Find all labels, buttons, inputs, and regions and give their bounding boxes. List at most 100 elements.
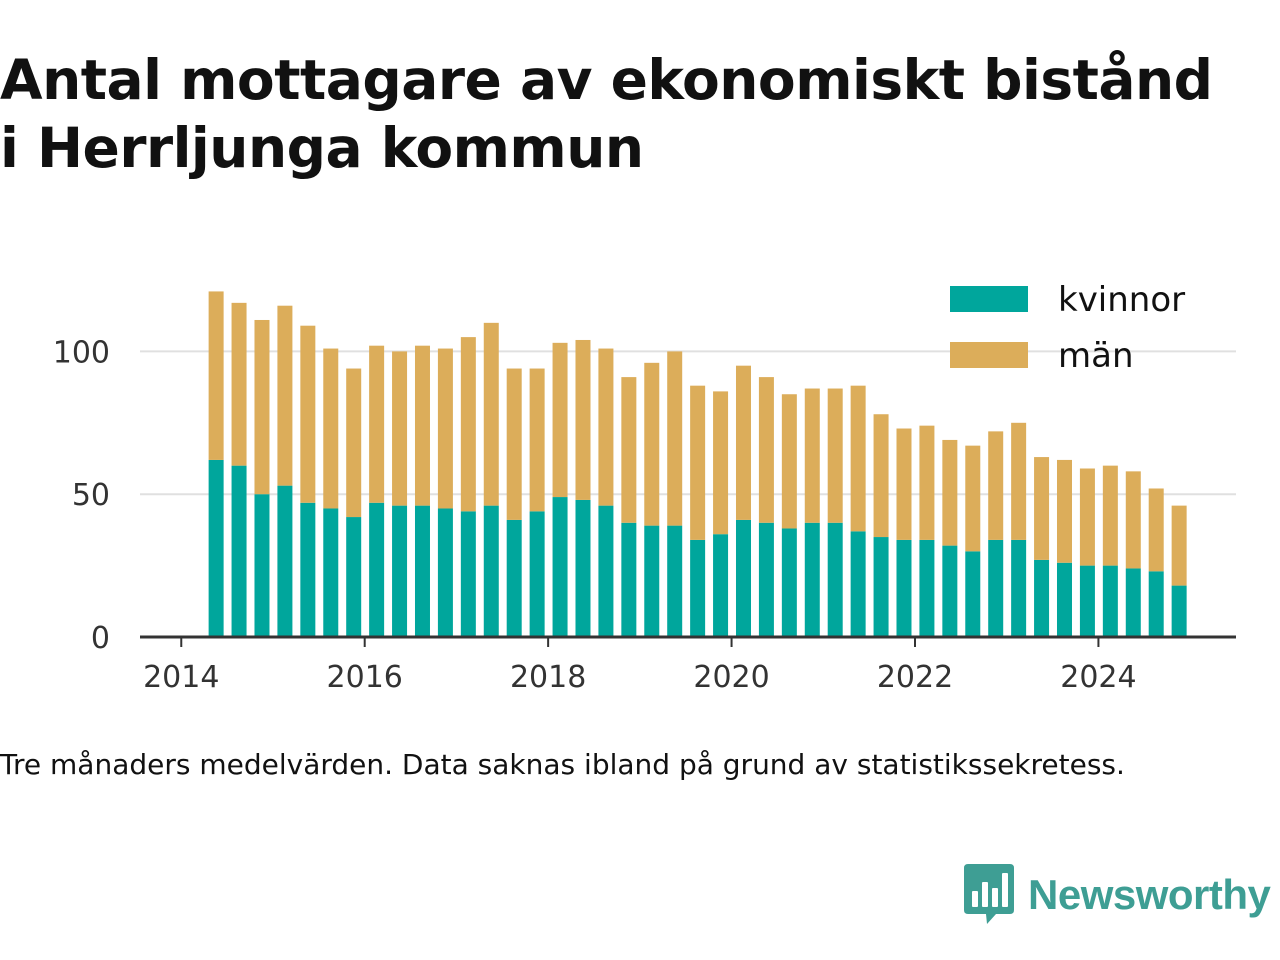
- bar-kvinnor: [460, 511, 476, 637]
- chart-title-line-2: i Herrljunga kommun: [0, 116, 644, 180]
- bar-kvinnor: [781, 528, 797, 637]
- bar-män: [1171, 505, 1187, 586]
- bar-män: [1056, 459, 1072, 563]
- bar-män: [713, 391, 729, 535]
- bar-män: [277, 305, 293, 486]
- bar-kvinnor: [208, 459, 224, 637]
- brand[interactable]: Newsworthy: [964, 864, 1271, 926]
- bar-män: [758, 377, 774, 523]
- bar-män: [414, 345, 430, 506]
- newsworthy-logo-icon: [964, 864, 1014, 924]
- bar-män: [506, 368, 522, 520]
- bar-män: [346, 368, 362, 518]
- bar-kvinnor: [896, 539, 912, 637]
- bar-kvinnor: [346, 517, 362, 637]
- bar-män: [575, 339, 591, 500]
- x-tick-label: 2014: [143, 660, 219, 695]
- bar-män: [827, 388, 843, 523]
- bar-män: [621, 377, 637, 523]
- bar-män: [323, 348, 339, 509]
- bar-kvinnor: [1102, 565, 1118, 637]
- bar-män: [988, 431, 1004, 540]
- x-tick-label: 2022: [877, 660, 953, 695]
- bar-kvinnor: [942, 545, 958, 637]
- bar-kvinnor: [804, 522, 820, 637]
- brand-name: Newsworthy: [1028, 871, 1271, 918]
- bar-kvinnor: [529, 511, 545, 637]
- bar-män: [552, 342, 568, 498]
- bar-kvinnor: [392, 505, 408, 637]
- bar-män: [644, 362, 660, 526]
- bar-kvinnor: [552, 497, 568, 637]
- bar-kvinnor: [300, 502, 316, 637]
- bar-kvinnor: [254, 494, 270, 637]
- bar-kvinnor: [369, 502, 385, 637]
- bar-kvinnor: [873, 537, 889, 637]
- bar-kvinnor: [735, 519, 751, 637]
- bar-kvinnor: [1079, 565, 1095, 637]
- bar-män: [529, 368, 545, 512]
- bar-män: [460, 337, 476, 512]
- bar-kvinnor: [323, 508, 339, 637]
- bar-kvinnor: [437, 508, 453, 637]
- legend-swatch-män: [950, 342, 1028, 368]
- bar-kvinnor: [758, 522, 774, 637]
- bar-män: [873, 414, 889, 538]
- bar-kvinnor: [277, 485, 293, 637]
- bars: [208, 291, 1187, 637]
- x-tick-label: 2016: [327, 660, 403, 695]
- bar-män: [919, 425, 935, 540]
- bar-kvinnor: [713, 534, 729, 637]
- x-tick-label: 2024: [1060, 660, 1136, 695]
- bar-män: [392, 351, 408, 506]
- bar-kvinnor: [575, 499, 591, 637]
- chart-title-line-1: Antal mottagare av ekonomiskt bistånd: [0, 48, 1213, 112]
- bar-män: [965, 445, 981, 552]
- bar-kvinnor: [483, 505, 499, 637]
- bar-män: [667, 351, 683, 526]
- legend-label-kvinnor: kvinnor: [1058, 280, 1185, 320]
- x-tick-label: 2020: [693, 660, 769, 695]
- bar-män: [942, 439, 958, 546]
- bar-män: [598, 348, 614, 506]
- bar-kvinnor: [1171, 585, 1187, 637]
- bar-män: [437, 348, 453, 509]
- bar-män: [1125, 471, 1141, 569]
- bar-kvinnor: [1125, 568, 1141, 637]
- bar-män: [735, 365, 751, 520]
- bar-män: [231, 302, 247, 466]
- bar-kvinnor: [667, 525, 683, 637]
- chart-caption: Tre månaders medelvärden. Data saknas ib…: [0, 748, 1125, 781]
- axes: 0 50 100 2014 2016 2018 2020 2022 2024: [53, 335, 1236, 695]
- bar-män: [690, 385, 706, 540]
- legend: kvinnor män: [950, 280, 1185, 376]
- bar-män: [254, 319, 270, 495]
- chart-title: Antal mottagare av ekonomiskt bistånd i …: [0, 46, 1280, 182]
- bar-män: [483, 322, 499, 506]
- bar-kvinnor: [850, 531, 866, 637]
- bar-män: [1011, 422, 1027, 540]
- bar-kvinnor: [1148, 571, 1164, 637]
- bar-kvinnor: [414, 505, 430, 637]
- bar-kvinnor: [988, 539, 1004, 637]
- bar-män: [804, 388, 820, 523]
- bar-kvinnor: [1034, 559, 1050, 637]
- bar-män: [781, 394, 797, 529]
- x-tick-label: 2018: [510, 660, 586, 695]
- bar-kvinnor: [827, 522, 843, 637]
- bar-män: [1102, 465, 1118, 566]
- bar-kvinnor: [1011, 539, 1027, 637]
- y-tick-label: 100: [53, 335, 110, 370]
- bar-chart: 0 50 100 2014 2016 2018 2020 2022 2024 kvinnor mä…: [53, 280, 1236, 695]
- y-tick-label: 0: [91, 621, 110, 656]
- bar-män: [896, 428, 912, 540]
- legend-label-män: män: [1058, 336, 1134, 376]
- bar-män: [1148, 488, 1164, 572]
- bar-män: [1034, 457, 1050, 560]
- bar-män: [208, 291, 224, 460]
- grid-lines: [140, 350, 1236, 496]
- bar-män: [1079, 468, 1095, 566]
- bar-män: [300, 325, 316, 503]
- bar-kvinnor: [231, 465, 247, 637]
- bar-män: [369, 345, 385, 503]
